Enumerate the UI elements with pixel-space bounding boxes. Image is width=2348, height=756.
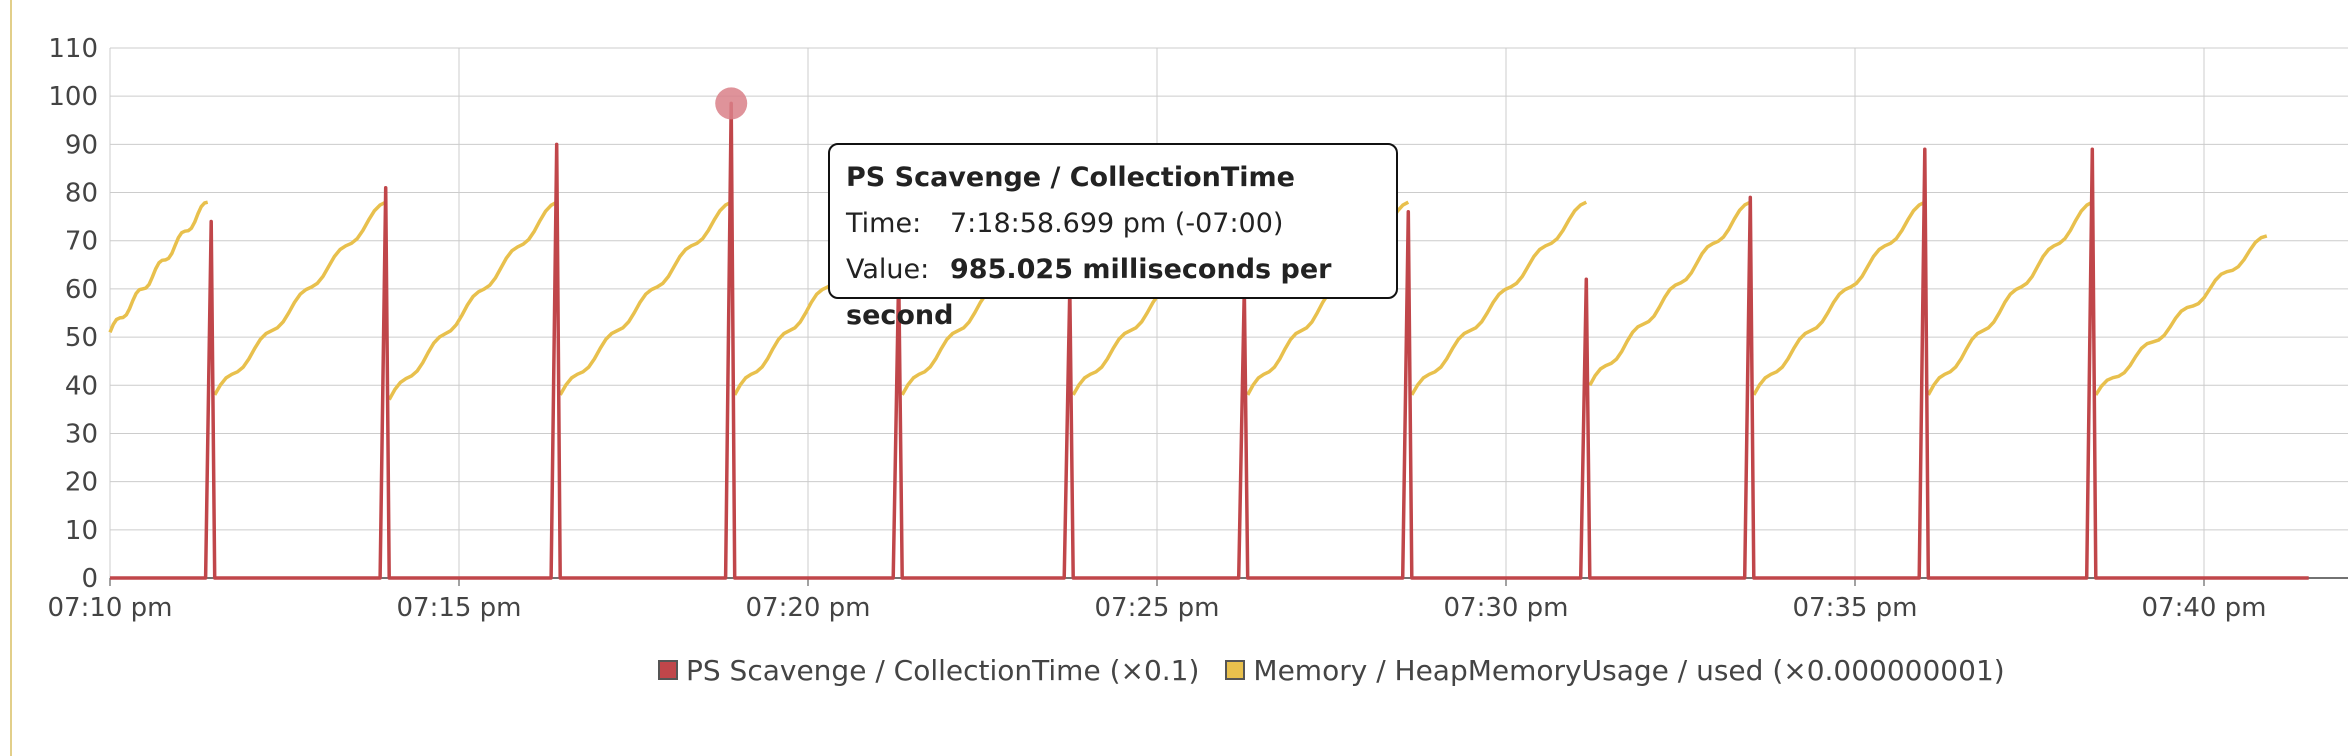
y-tick-label: 30 [65,419,98,449]
series [108,101,2309,580]
tooltip-title: PS Scavenge / CollectionTime [846,162,1295,193]
x-tick-label: 07:25 pm [1094,593,1219,623]
y-tick-label: 40 [65,371,98,401]
collection-time-line [110,101,2309,580]
memory-line-segment [2094,234,2268,396]
tooltip-value-row: Value: 985.025 milliseconds per second [846,247,1380,339]
tooltip-time-value: 7:18:58.699 pm (-07:00) [950,208,1284,239]
x-tick-label: 07:40 pm [2141,593,2266,623]
y-tick-label: 80 [65,179,98,209]
x-tick-label: 07:10 pm [47,593,172,623]
y-tick-label: 70 [65,227,98,257]
memory-line-segment [1410,200,1588,396]
y-tick-label: 0 [81,564,98,594]
legend: PS Scavenge / CollectionTime (×0.1) Memo… [658,648,2031,692]
tooltip-value-value: 985.025 milliseconds per second [846,254,1332,331]
legend-label: Memory / HeapMemoryUsage / used (×0.0000… [1253,653,2005,687]
y-tick-label: 50 [65,323,98,353]
legend-swatch-red [658,660,678,680]
memory-line-segment [387,200,558,401]
x-tick-label: 07:35 pm [1792,593,1917,623]
panel-border [10,0,12,756]
memory-line-segment [1926,200,2094,396]
y-axis-ticks: 0 10 20 30 40 50 60 70 80 90 100 110 [48,34,98,594]
tooltip-time-row: Time: 7:18:58.699 pm (-07:00) [846,201,1380,247]
highlight-point [715,87,748,120]
x-tick-label: 07:30 pm [1443,593,1568,623]
x-tick-label: 07:20 pm [745,593,870,623]
tooltip-time-label: Time: [846,208,922,239]
y-tick-label: 90 [65,130,98,160]
x-tick-label: 07:15 pm [396,593,521,623]
memory-line-segment [1588,200,1752,387]
y-tick-label: 100 [48,82,98,112]
y-tick-label: 10 [65,516,98,546]
y-tick-label: 60 [65,275,98,305]
x-axis-ticks: 07:10 pm 07:15 pm 07:20 pm 07:25 pm 07:30 pm… [47,593,2266,623]
memory-line-segment [1752,200,1926,396]
memory-line-segment [213,200,387,396]
memory-line-segment [558,200,732,396]
memory-line-segment [108,200,209,333]
y-tick-label: 20 [65,468,98,498]
tooltip-value-label: Value: [846,254,930,285]
legend-item-ps-scavenge[interactable]: PS Scavenge / CollectionTime (×0.1) [658,654,1199,687]
y-tick-label: 110 [48,34,98,64]
highlight [715,87,748,120]
legend-swatch-yellow [1225,660,1246,680]
legend-item-heap-memory[interactable]: Memory / HeapMemoryUsage / used (×0.0000… [1225,653,2005,687]
tooltip: PS Scavenge / CollectionTime Time: 7:18:5… [828,143,1398,331]
legend-label: PS Scavenge / CollectionTime (×0.1) [686,653,1200,687]
